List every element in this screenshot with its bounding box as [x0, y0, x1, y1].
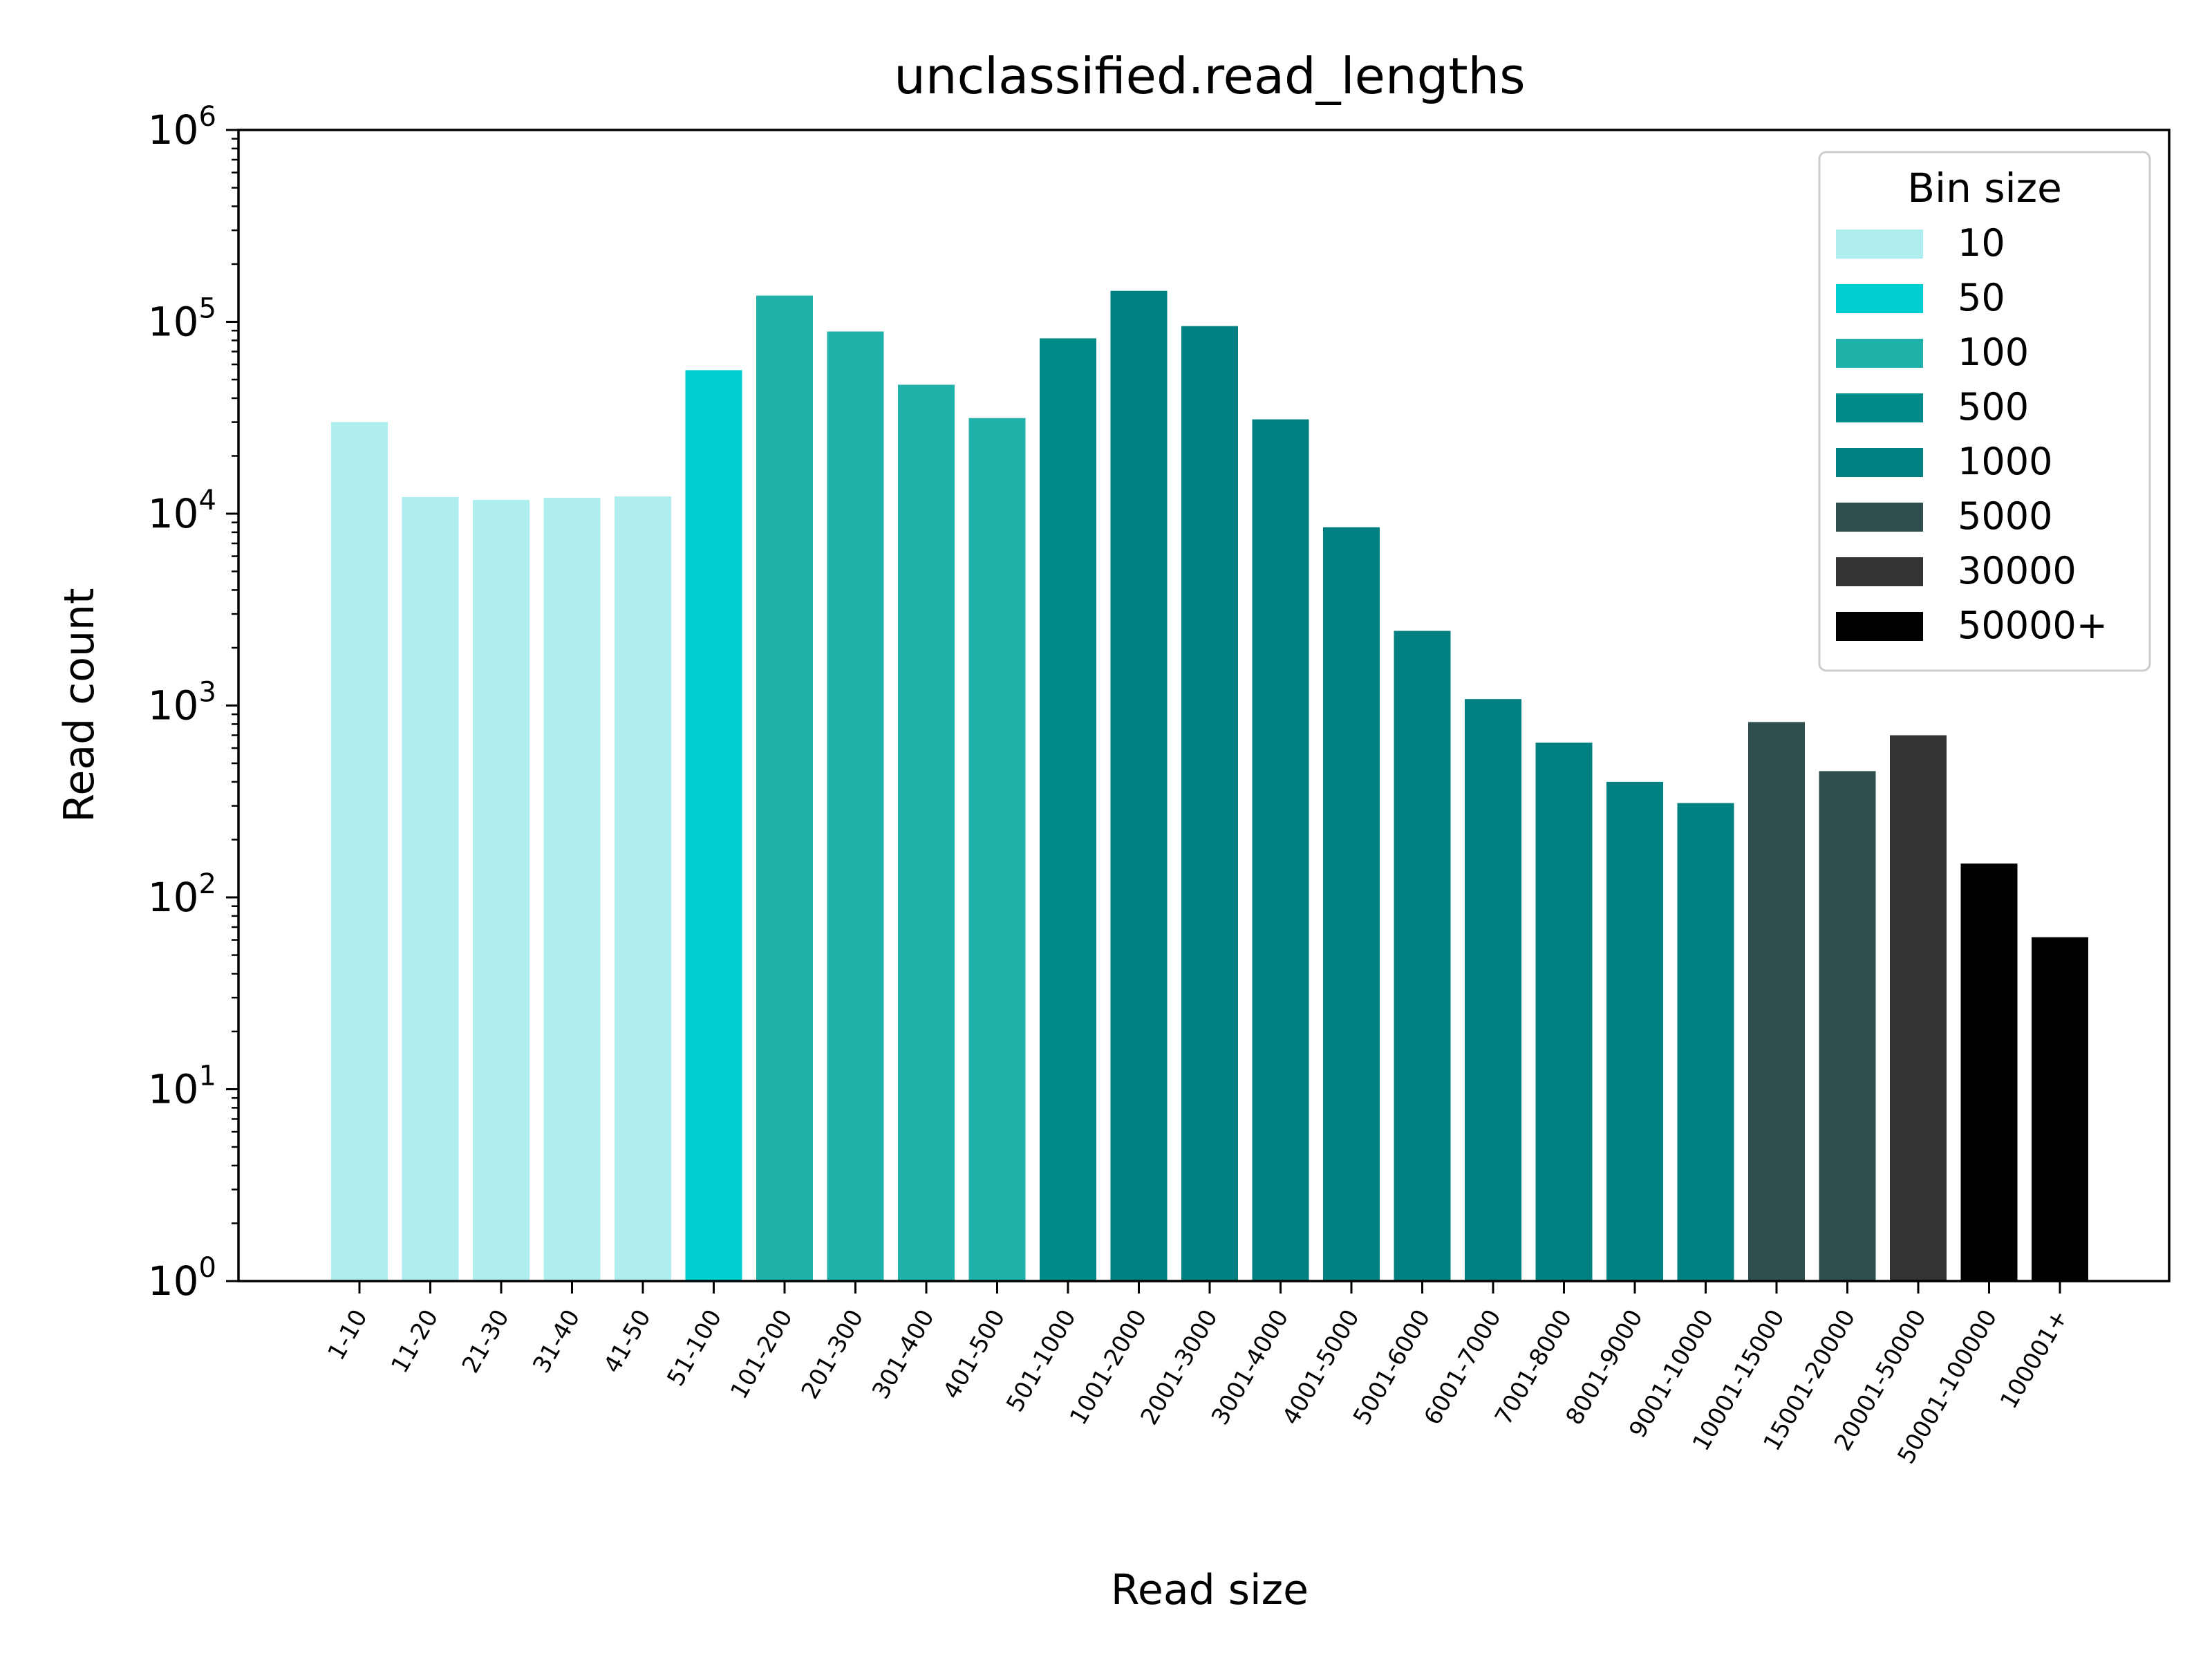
bar — [756, 295, 813, 1282]
legend-label: 500 — [1958, 385, 2029, 429]
bar — [331, 422, 388, 1281]
bar — [827, 331, 884, 1281]
legend-label: 5000 — [1958, 494, 2052, 538]
bar — [1890, 735, 1947, 1281]
legend-swatch — [1836, 393, 1923, 422]
legend-swatch — [1836, 339, 1923, 368]
chart-title: unclassified.read_lengths — [894, 47, 1525, 105]
legend-label: 50 — [1958, 276, 2005, 319]
legend-frame — [1818, 151, 2151, 672]
bar — [1606, 781, 1663, 1281]
y-axis-label: Read count — [55, 588, 104, 822]
bar — [1323, 527, 1380, 1281]
bar — [1394, 631, 1451, 1281]
legend-swatch — [1836, 284, 1923, 313]
bar — [968, 418, 1026, 1282]
legend-label: 100 — [1958, 330, 2029, 374]
bar — [1677, 803, 1734, 1281]
bar — [1960, 863, 2018, 1281]
legend-label: 50000+ — [1958, 604, 2108, 647]
y-tick-label: 104 — [148, 485, 216, 537]
legend-swatch — [1836, 448, 1923, 477]
bar — [402, 497, 459, 1281]
bar — [1819, 771, 1876, 1281]
y-tick-label: 101 — [148, 1061, 216, 1113]
legend: Bin size 10 50 100 500 1000 5000 30000 50000+ — [1818, 151, 2151, 672]
legend-label: 10 — [1958, 221, 2005, 265]
legend-swatch — [1836, 503, 1923, 532]
y-tick-label: 103 — [148, 677, 216, 729]
bar — [473, 500, 529, 1281]
legend-title: Bin size — [1907, 165, 2062, 212]
plot-frame — [237, 129, 2171, 1282]
bar — [2032, 937, 2088, 1281]
legend-swatch — [1836, 230, 1923, 259]
bar — [1535, 743, 1593, 1281]
bar — [543, 498, 601, 1281]
legend-swatch — [1836, 557, 1923, 586]
y-tick-label: 106 — [148, 101, 216, 153]
bar — [1110, 290, 1168, 1282]
bar — [1252, 419, 1309, 1281]
bar — [1748, 722, 1805, 1281]
bar — [1465, 699, 1521, 1281]
bar — [1040, 338, 1096, 1281]
bar — [898, 384, 955, 1281]
bar — [615, 496, 671, 1281]
bar — [1181, 326, 1238, 1282]
y-tick-label: 105 — [148, 293, 216, 346]
y-tick-label: 102 — [148, 868, 216, 921]
y-tick-label: 100 — [148, 1252, 216, 1305]
bar — [685, 370, 742, 1281]
bars-layer — [331, 290, 2088, 1282]
legend-label: 1000 — [1958, 440, 2052, 483]
legend-label: 30000 — [1958, 549, 2077, 592]
x-axis-label: Read size — [1111, 1566, 1309, 1614]
legend-swatch — [1836, 612, 1923, 641]
